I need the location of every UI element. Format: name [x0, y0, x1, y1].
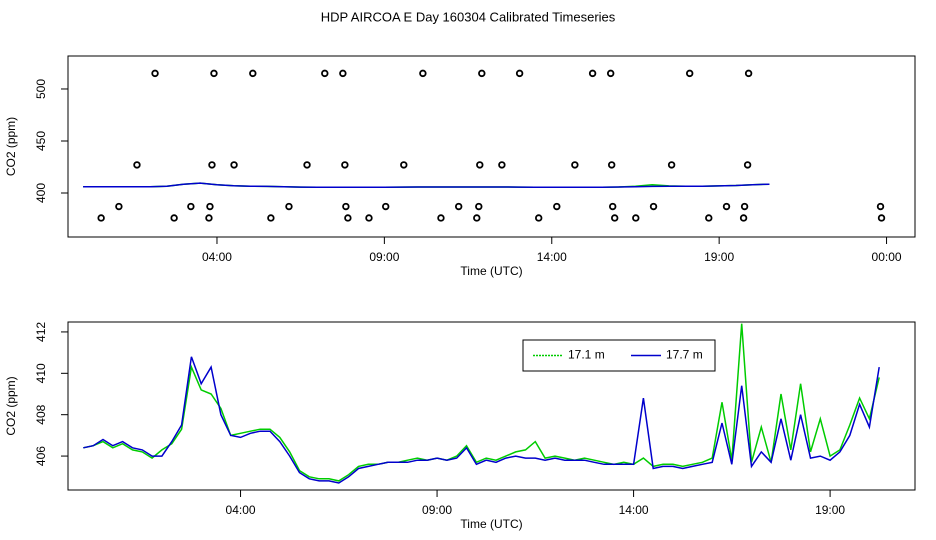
point: [344, 214, 352, 222]
point: [115, 202, 123, 211]
point: [382, 202, 390, 211]
point: [342, 202, 350, 211]
point: [478, 69, 486, 78]
point: [705, 214, 713, 222]
point: [285, 202, 293, 211]
point: [588, 69, 597, 78]
point: [267, 214, 275, 222]
point: [97, 214, 105, 222]
point: [744, 69, 753, 78]
point: [877, 214, 886, 222]
legend-label: 17.7 m: [666, 348, 703, 362]
point: [400, 161, 408, 169]
point: [722, 202, 731, 211]
plot-frame: [67, 321, 916, 491]
point: [685, 69, 694, 78]
point: [606, 69, 615, 78]
y-axis-label: CO2 (ppm): [4, 376, 18, 435]
x-tick-label: 09:00: [369, 250, 399, 264]
point: [649, 202, 658, 211]
x-tick-label: 04:00: [226, 503, 256, 517]
point: [475, 202, 483, 211]
point: [553, 202, 561, 211]
point: [339, 69, 347, 78]
series-line: [83, 356, 880, 484]
point: [205, 214, 213, 222]
x-axis-label: Time (UTC): [460, 517, 522, 531]
point: [206, 202, 214, 211]
y-axis-label: CO2 (ppm): [4, 117, 18, 176]
point: [210, 69, 218, 78]
point: [249, 69, 257, 78]
point: [341, 161, 349, 169]
point: [739, 214, 748, 222]
x-tick-label: 04:00: [202, 250, 232, 264]
y-tick-label: 410: [34, 363, 48, 383]
legend-box: [522, 339, 716, 372]
point: [473, 214, 481, 222]
series-line: [83, 182, 770, 189]
point: [476, 161, 484, 169]
point: [608, 202, 617, 211]
point: [611, 214, 619, 222]
point: [208, 161, 216, 169]
point: [515, 69, 524, 78]
point: [607, 161, 616, 169]
series-line: [83, 323, 880, 482]
point: [437, 214, 445, 222]
plot-frame: [67, 55, 916, 238]
point: [321, 69, 329, 78]
x-tick-label: 14:00: [619, 503, 649, 517]
point: [419, 69, 427, 78]
x-tick-label: 19:00: [704, 250, 734, 264]
point: [498, 161, 506, 169]
point: [303, 161, 311, 169]
x-tick-label: 14:00: [537, 250, 567, 264]
y-tick-label: 412: [34, 322, 48, 342]
point: [571, 161, 579, 169]
point: [454, 202, 463, 211]
point: [133, 161, 141, 169]
point: [667, 161, 676, 169]
point: [170, 214, 178, 222]
point: [230, 161, 238, 169]
x-axis-label: Time (UTC): [460, 264, 522, 278]
point: [743, 161, 752, 169]
x-tick-label: 09:00: [422, 503, 452, 517]
point: [535, 214, 543, 222]
point: [632, 214, 640, 222]
y-tick-label: 450: [34, 131, 48, 151]
y-tick-label: 406: [34, 446, 48, 466]
point: [151, 69, 159, 78]
point: [187, 202, 195, 211]
legend-label: 17.1 m: [568, 348, 605, 362]
chart-title: HDP AIRCOA E Day 160304 Calibrated Times…: [321, 9, 616, 24]
y-tick-label: 500: [34, 79, 48, 99]
y-tick-label: 400: [34, 183, 48, 203]
x-tick-label: 00:00: [872, 250, 902, 264]
point: [740, 202, 749, 211]
y-tick-label: 408: [34, 404, 48, 424]
point: [876, 202, 885, 211]
point: [365, 214, 373, 222]
x-tick-label: 19:00: [815, 503, 845, 517]
